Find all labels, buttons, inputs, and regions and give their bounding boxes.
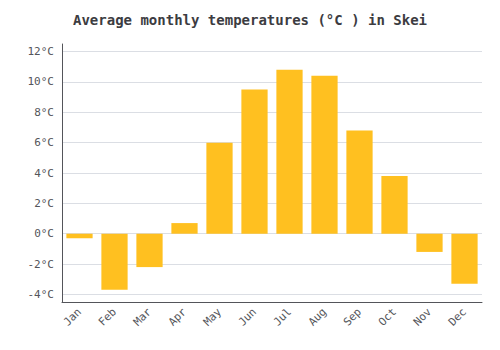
svg-text:12°C: 12°C: [28, 45, 55, 58]
svg-text:Mar: Mar: [131, 305, 154, 328]
svg-text:8°C: 8°C: [34, 106, 54, 119]
svg-text:Nov: Nov: [411, 305, 434, 328]
svg-text:0°C: 0°C: [34, 227, 54, 240]
svg-text:Feb: Feb: [96, 305, 119, 328]
svg-text:Dec: Dec: [446, 305, 469, 328]
svg-text:Average monthly temperatures (: Average monthly temperatures (°C ) in Sk…: [73, 12, 427, 28]
svg-text:May: May: [201, 305, 224, 328]
svg-text:Sep: Sep: [341, 305, 364, 328]
svg-text:Jan: Jan: [61, 305, 84, 328]
svg-text:-4°C: -4°C: [28, 288, 55, 301]
svg-text:Aug: Aug: [306, 305, 329, 328]
svg-text:Jul: Jul: [271, 305, 294, 328]
svg-text:4°C: 4°C: [34, 167, 54, 180]
svg-text:2°C: 2°C: [34, 197, 54, 210]
svg-text:Jun: Jun: [236, 305, 259, 328]
svg-text:10°C: 10°C: [28, 75, 55, 88]
svg-text:Oct: Oct: [376, 305, 399, 328]
svg-text:6°C: 6°C: [34, 136, 54, 149]
svg-text:-2°C: -2°C: [28, 258, 55, 271]
svg-text:Apr: Apr: [166, 305, 189, 328]
